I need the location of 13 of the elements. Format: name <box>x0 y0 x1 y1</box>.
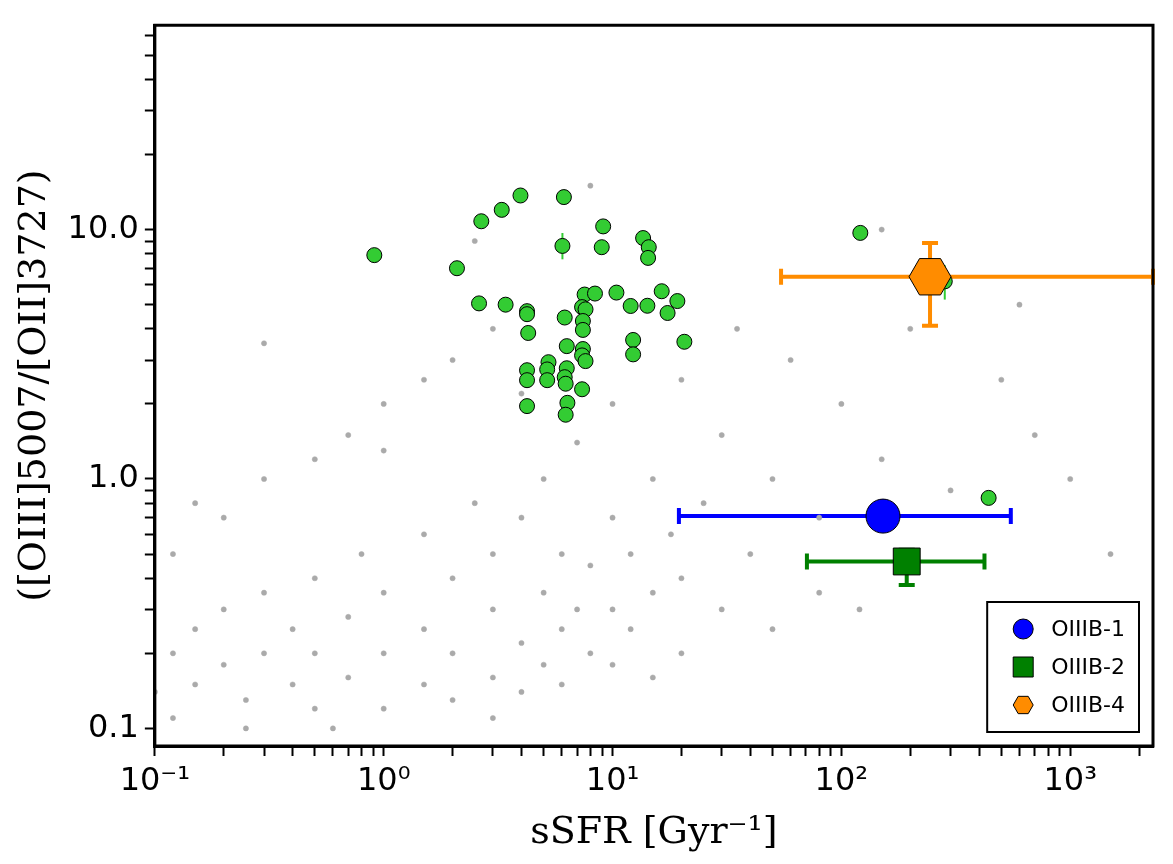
x-axis-title: sSFR [Gyr⁻¹] <box>530 808 778 853</box>
x-tick-label: 10³ <box>1043 759 1097 798</box>
x-tick-label: 10⁻¹ <box>119 759 191 798</box>
x-tick-label: 10² <box>814 759 869 798</box>
y-tick-label: 1.0 <box>87 457 139 496</box>
x-tick-label: 10¹ <box>585 759 640 798</box>
y-tick-label: 10.0 <box>67 207 139 246</box>
x-tick-label: 10⁰ <box>356 759 411 798</box>
legend-label: OIIIB-1 <box>1051 615 1125 641</box>
legend-label: OIIIB-4 <box>1051 691 1125 717</box>
y-tick-label: 0.1 <box>87 706 139 745</box>
y-axis-title: ([OIII]5007/[OII]3727) <box>9 169 54 602</box>
legend-label: OIIIB-2 <box>1051 653 1125 679</box>
